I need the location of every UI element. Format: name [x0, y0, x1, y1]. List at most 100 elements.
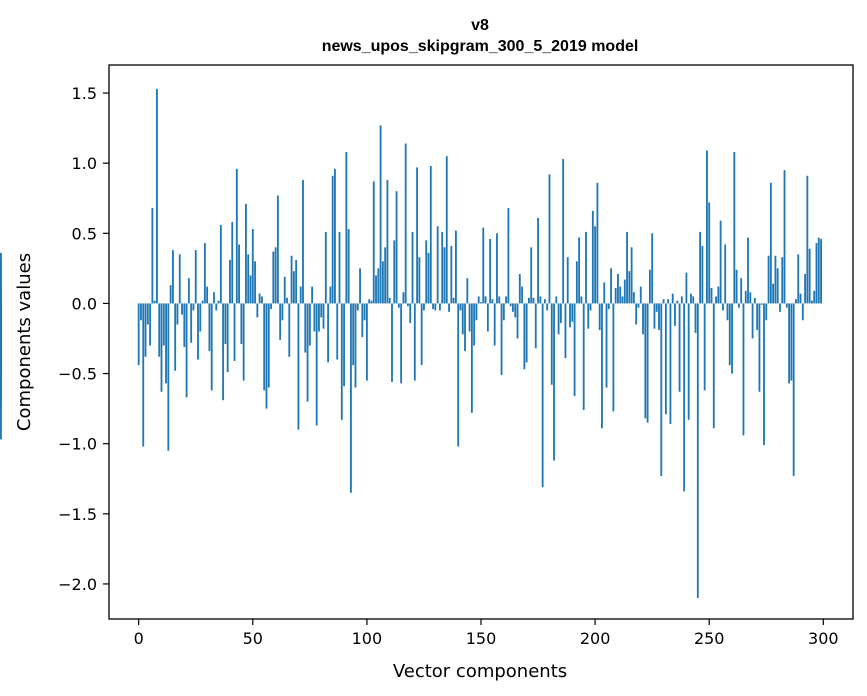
x-tick-label: 200 [580, 629, 611, 648]
bar [247, 254, 250, 304]
bar [178, 254, 181, 304]
bar [413, 303, 416, 381]
bar [187, 278, 190, 304]
y-tick-label: −1.5 [58, 505, 97, 524]
bar [240, 303, 243, 345]
bar [578, 237, 581, 304]
bar [169, 285, 172, 304]
bar [525, 303, 528, 363]
bar [203, 243, 206, 304]
bar [687, 303, 690, 420]
bar [288, 303, 291, 357]
bar [774, 255, 777, 304]
bar [776, 268, 779, 304]
bar [167, 303, 170, 451]
y-axis-label: Components values [14, 253, 35, 431]
bar [183, 303, 186, 347]
bar [354, 303, 357, 388]
bar [338, 231, 341, 304]
bar [151, 208, 154, 304]
bar [785, 303, 788, 308]
bar [480, 302, 482, 304]
bar [441, 231, 444, 304]
bar [813, 290, 816, 304]
bar [213, 292, 215, 304]
bar [783, 170, 786, 304]
bar [142, 303, 145, 447]
bar [546, 303, 549, 311]
bar [735, 269, 738, 304]
bar [176, 303, 179, 325]
bar [493, 303, 496, 346]
bar [751, 303, 754, 339]
bar [537, 217, 539, 304]
bar [192, 303, 195, 311]
bar [279, 303, 282, 340]
y-tick-label: −1.0 [58, 435, 97, 454]
bar [171, 250, 174, 304]
bar [384, 247, 387, 304]
bar [281, 303, 284, 321]
bar [473, 303, 476, 346]
bar [320, 303, 323, 318]
chart-title: v8 [471, 17, 489, 34]
bar [276, 195, 279, 304]
bar [299, 286, 302, 304]
bar [306, 303, 309, 402]
bar [539, 296, 542, 304]
bar [258, 293, 261, 304]
bar [553, 303, 555, 461]
bar [0, 259, 2, 304]
bar [477, 296, 480, 304]
bar [635, 303, 638, 325]
bar [375, 275, 377, 304]
bar [420, 303, 423, 366]
bar [464, 303, 466, 352]
bar [350, 303, 352, 493]
bar [416, 167, 419, 304]
bar [779, 303, 781, 312]
bar [767, 255, 770, 304]
bar [388, 297, 391, 304]
bar [347, 229, 350, 304]
bar [610, 268, 612, 304]
bar [621, 296, 624, 304]
bar [804, 273, 806, 304]
bar [443, 247, 446, 304]
bar [781, 257, 784, 304]
bar [530, 247, 533, 304]
bar [439, 303, 441, 311]
bar [756, 303, 759, 331]
bar [603, 282, 606, 304]
bar [543, 299, 546, 304]
bar [302, 180, 304, 304]
bar [208, 303, 211, 352]
y-tick-label: 1.0 [72, 154, 97, 173]
bar [457, 303, 460, 447]
bar [788, 303, 791, 384]
bar [461, 303, 464, 335]
bar [653, 303, 656, 329]
bar [559, 303, 562, 324]
x-tick-label: 50 [243, 629, 263, 648]
bar [648, 269, 651, 304]
bar [806, 175, 809, 304]
bar [324, 231, 327, 304]
bar [484, 296, 487, 304]
bar [719, 220, 722, 304]
bar [658, 303, 660, 331]
bar [425, 240, 428, 304]
bar [313, 303, 316, 332]
bar [368, 299, 371, 304]
bar [633, 292, 635, 304]
bar [742, 303, 745, 436]
bar [580, 296, 583, 304]
bar [676, 300, 679, 304]
bar [137, 303, 140, 366]
bar [445, 156, 448, 304]
bar [557, 303, 560, 335]
bar [448, 303, 450, 312]
y-tick-label: 0.0 [72, 294, 97, 313]
bar [801, 303, 804, 321]
bar [726, 303, 729, 321]
